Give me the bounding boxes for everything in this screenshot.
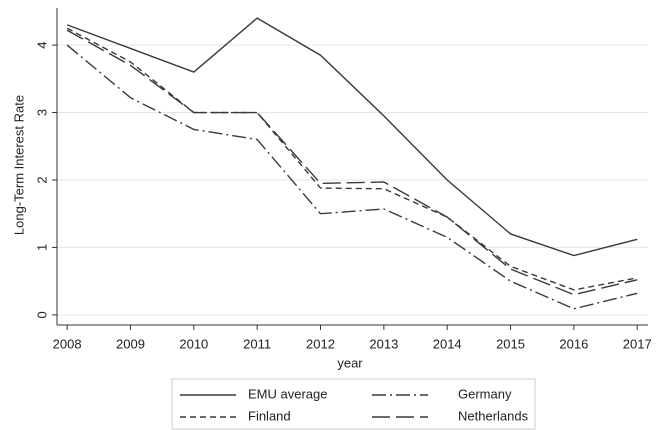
legend-box <box>171 378 536 430</box>
series-line <box>66 29 638 296</box>
legend-label: Finland <box>248 408 291 423</box>
x-tick-label: 2011 <box>243 336 271 351</box>
legend-label: EMU average <box>248 386 327 401</box>
x-tick-label: 2012 <box>306 336 335 351</box>
x-tick-label: 2009 <box>116 336 145 351</box>
x-tick-label: 2013 <box>369 336 398 351</box>
y-tick-label: 3 <box>34 109 49 116</box>
y-tick-label: 2 <box>34 176 49 183</box>
y-tick-label: 0 <box>34 311 49 318</box>
legend-label: Netherlands <box>458 408 529 423</box>
x-tick-label: 2015 <box>496 336 525 351</box>
legend-label: Germany <box>458 386 512 401</box>
y-axis-label: Long-Term Interest Rate <box>11 95 26 235</box>
x-tick-label: 2008 <box>53 336 82 351</box>
x-tick-label: 2010 <box>179 336 208 351</box>
series-line <box>66 27 638 291</box>
x-tick-label: 2016 <box>559 336 588 351</box>
y-tick-label: 4 <box>34 41 49 48</box>
y-tick-label: 1 <box>34 244 49 251</box>
series-line <box>66 17 638 257</box>
x-axis-label: year <box>337 355 363 370</box>
x-tick-label: 2014 <box>433 336 462 351</box>
x-tick-label: 2017 <box>623 336 652 351</box>
series-line <box>66 44 638 310</box>
